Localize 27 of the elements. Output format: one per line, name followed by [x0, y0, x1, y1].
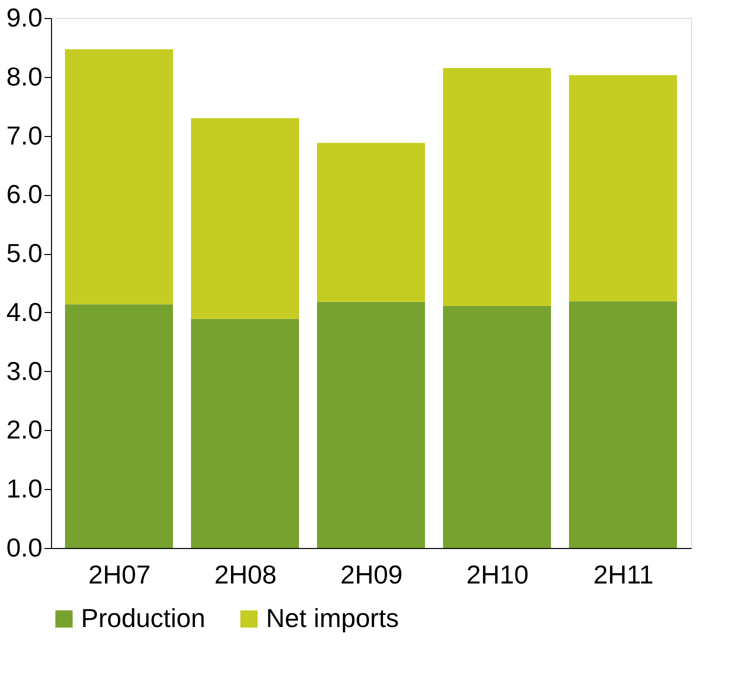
- y-tick-label: 7.0: [6, 120, 42, 150]
- bar: [443, 68, 551, 306]
- x-tick-label: 2H11: [593, 560, 654, 590]
- y-tick-label: 2.0: [6, 414, 42, 445]
- y-tick-label: 1.0: [6, 474, 42, 504]
- bar: [443, 306, 551, 548]
- x-tick-label: 2H09: [340, 560, 403, 590]
- legend-label: Net imports: [266, 603, 399, 633]
- bar: [191, 118, 299, 319]
- y-tick-label: 3.0: [6, 356, 42, 386]
- y-tick-label: 6.0: [6, 179, 42, 210]
- bar: [65, 304, 173, 548]
- bar: [191, 318, 299, 548]
- x-tick-label: 2H07: [88, 560, 151, 590]
- y-tick-label: 4.0: [6, 296, 42, 327]
- legend-label: Production: [81, 603, 206, 633]
- bar: [569, 75, 677, 302]
- y-tick-label: 9.0: [6, 2, 42, 32]
- bar: [317, 302, 425, 548]
- y-tick-label: 0.0: [6, 532, 42, 562]
- x-tick-label: 2H08: [214, 560, 277, 590]
- x-tick-label: 2H10: [466, 560, 529, 590]
- y-tick-label: 5.0: [6, 238, 42, 268]
- bar: [569, 301, 677, 548]
- bar: [65, 49, 173, 304]
- bar: [317, 142, 425, 302]
- y-tick-label: 8.0: [6, 61, 42, 92]
